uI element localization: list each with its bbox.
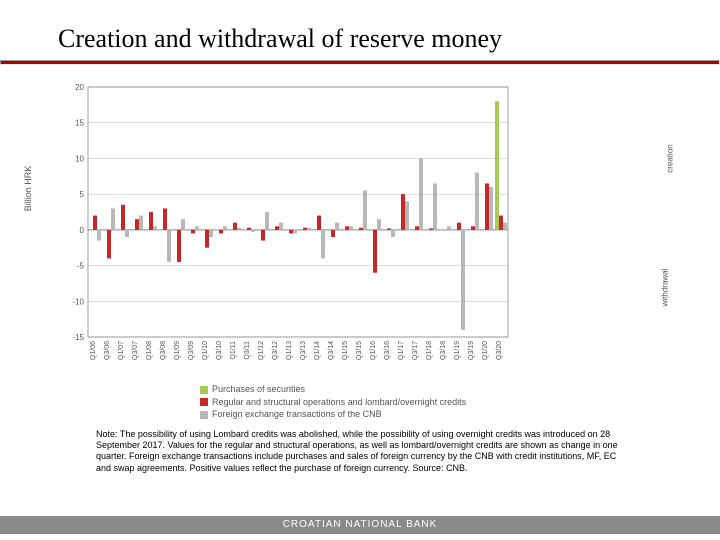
svg-text:Q3/18: Q3/18 (440, 341, 447, 360)
svg-text:Q3/15: Q3/15 (356, 341, 363, 360)
svg-text:Q3/20: Q3/20 (496, 341, 503, 360)
svg-text:Q3/07: Q3/07 (132, 341, 139, 360)
divider (0, 60, 720, 65)
svg-text:Q1/20: Q1/20 (482, 341, 489, 360)
svg-text:Q1/09: Q1/09 (174, 341, 181, 360)
svg-text:15: 15 (75, 119, 84, 128)
page-title: Creation and withdrawal of reserve money (0, 0, 720, 60)
svg-text:20: 20 (75, 83, 84, 92)
svg-text:Q1/10: Q1/10 (202, 341, 209, 360)
svg-text:Q3/09: Q3/09 (188, 341, 195, 360)
svg-text:Q1/08: Q1/08 (146, 341, 153, 360)
svg-text:Q1/12: Q1/12 (258, 341, 265, 360)
svg-text:Q1/11: Q1/11 (230, 341, 237, 360)
svg-text:10: 10 (75, 154, 84, 163)
svg-text:Q1/07: Q1/07 (118, 341, 125, 360)
svg-text:Q3/10: Q3/10 (216, 341, 223, 360)
svg-text:Q1/14: Q1/14 (314, 341, 321, 360)
svg-text:Q1/16: Q1/16 (370, 341, 377, 360)
svg-text:5: 5 (80, 190, 85, 199)
svg-text:Q3/14: Q3/14 (328, 341, 335, 360)
bar-chart: -15 -10 -5 0 5 10 15 20 Q1/06 Q3/06 Q1/07 Q3/07 Q1/0… (58, 79, 538, 379)
right-label-top: creation (665, 144, 674, 172)
right-label-bottom: withdrawal (661, 269, 670, 307)
svg-text:-5: -5 (77, 262, 85, 271)
legend-item: Foreign exchange transactions of the CNB (200, 408, 720, 421)
footer-label: CROATIAN NATIONAL BANK (0, 516, 720, 534)
svg-text:Q3/13: Q3/13 (300, 341, 307, 360)
svg-text:Q3/06: Q3/06 (104, 341, 111, 360)
svg-text:Q1/19: Q1/19 (454, 341, 461, 360)
svg-text:Q3/08: Q3/08 (160, 341, 167, 360)
svg-text:Q3/11: Q3/11 (244, 341, 251, 360)
svg-text:Q3/16: Q3/16 (384, 341, 391, 360)
svg-text:Q3/17: Q3/17 (412, 341, 419, 360)
svg-text:Q1/06: Q1/06 (90, 341, 97, 360)
footer-bar: CROATIAN NATIONAL BANK (0, 516, 720, 534)
svg-text:-10: -10 (72, 297, 84, 306)
legend-item: Purchases of securities (200, 383, 720, 396)
y-axis-label: Billion HRK (23, 166, 33, 212)
svg-text:Q1/18: Q1/18 (426, 341, 433, 360)
svg-text:Q3/19: Q3/19 (468, 341, 475, 360)
svg-text:0: 0 (80, 226, 85, 235)
svg-text:Q3/12: Q3/12 (272, 341, 279, 360)
legend: Purchases of securitiesRegular and struc… (200, 383, 720, 421)
legend-item: Regular and structural operations and lo… (200, 396, 720, 409)
svg-text:Q1/15: Q1/15 (342, 341, 349, 360)
note-text: Note: The possibility of using Lombard c… (96, 429, 624, 474)
svg-text:-15: -15 (72, 333, 84, 342)
chart-container: Billion HRK creation withdrawal -15-10-5… (58, 79, 662, 379)
svg-text:Q1/13: Q1/13 (286, 341, 293, 360)
svg-text:Q1/17: Q1/17 (398, 341, 405, 360)
